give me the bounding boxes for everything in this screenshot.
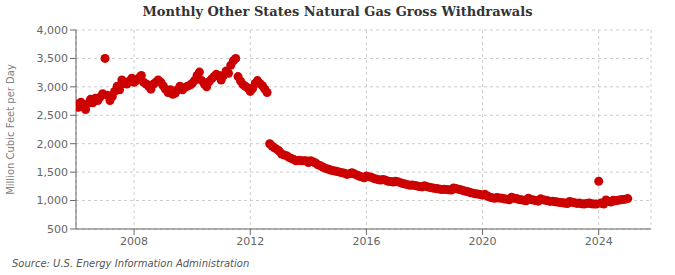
svg-text:2,500: 2,500 — [37, 109, 69, 122]
html-text:Monthly Other States Natural G: Monthly Other States Natural Gas Gross W… — [142, 4, 533, 19]
svg-text:1,500: 1,500 — [37, 166, 69, 179]
svg-text:3,500: 3,500 — [37, 52, 69, 65]
svg-text:2024: 2024 — [585, 235, 613, 248]
svg-text:1,000: 1,000 — [37, 194, 69, 207]
svg-text:3,000: 3,000 — [37, 81, 69, 94]
svg-text:2016: 2016 — [352, 235, 380, 248]
svg-text:4,000: 4,000 — [37, 24, 69, 37]
svg-text:2012: 2012 — [236, 235, 264, 248]
svg-text:2020: 2020 — [469, 235, 497, 248]
html-text:Source: U.S. Energy Informatio: Source: U.S. Energy Information Administ… — [12, 258, 250, 269]
svg-text:2008: 2008 — [120, 235, 148, 248]
svg-text:Million Cubic Feet per Day: Million Cubic Feet per Day — [8, 64, 16, 195]
svg-text:2,000: 2,000 — [37, 138, 69, 151]
svg-text:500: 500 — [47, 223, 68, 236]
